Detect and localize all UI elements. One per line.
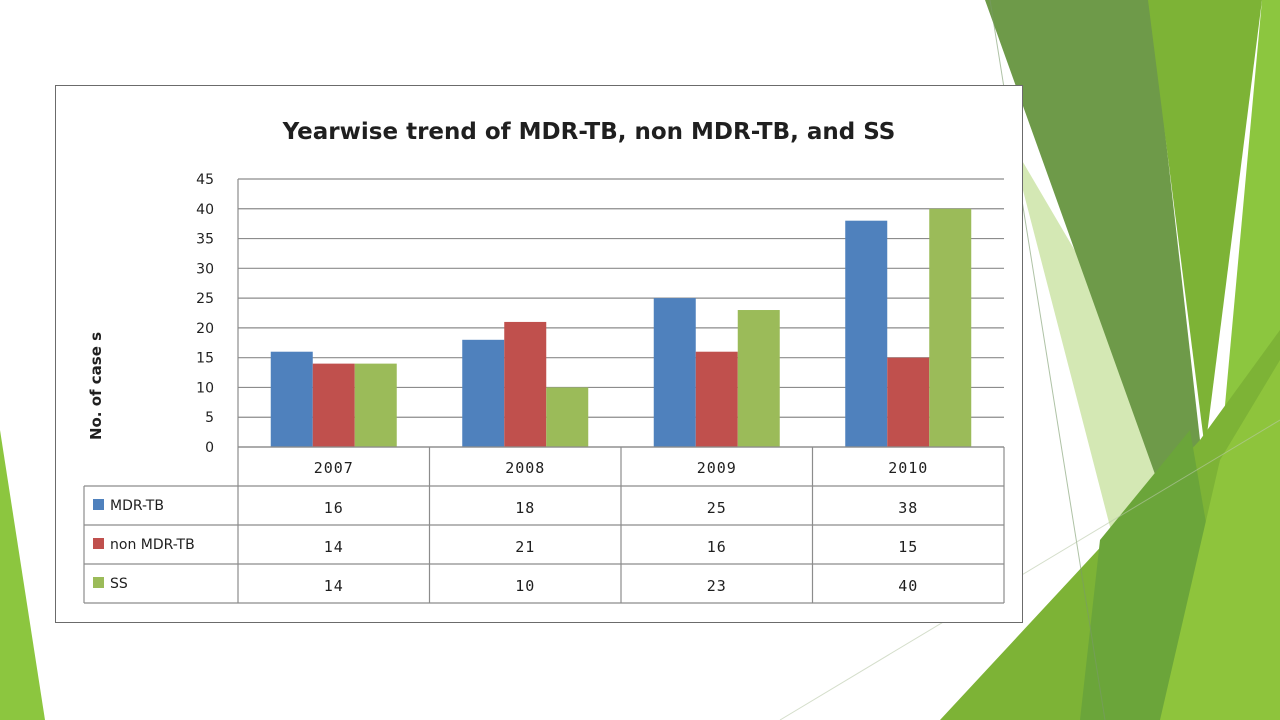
legend-swatch — [93, 577, 104, 588]
data-label: 25 — [707, 499, 727, 517]
x-tick-label: 2007 — [314, 459, 354, 477]
x-tick-label: 2010 — [888, 459, 928, 477]
x-tick-label: 2008 — [505, 459, 545, 477]
bar-mdr-tb-2009 — [653, 298, 696, 447]
legend-label: non MDR-TB — [110, 537, 195, 553]
bar-mdr-tb-2008 — [462, 339, 505, 447]
bar-ss-2009 — [737, 310, 780, 447]
y-tick-label: 0 — [205, 440, 214, 456]
decor-thin-line — [779, 419, 1280, 720]
data-label: 21 — [515, 538, 535, 556]
data-label: 10 — [515, 577, 535, 595]
chart-frame: Yearwise trend of MDR-TB, non MDR-TB, an… — [55, 85, 1023, 623]
data-label: 16 — [324, 499, 344, 517]
data-label: 16 — [707, 538, 727, 556]
y-tick-label: 20 — [196, 321, 214, 337]
decor-bottom-green-bright — [1160, 360, 1280, 720]
y-axis-label: No. of case s — [87, 332, 105, 440]
data-label: 18 — [515, 499, 535, 517]
y-tick-labels: 0 5 10 15 20 25 30 35 40 45 — [196, 172, 214, 456]
bar-non-mdr-tb-2010 — [887, 357, 930, 447]
x-tick-label: 2009 — [697, 459, 737, 477]
bar-ss-2007 — [354, 363, 397, 447]
decor-dark-green-panel — [985, 0, 1200, 530]
decor-left-green-sliver — [0, 430, 45, 720]
y-tick-label: 5 — [205, 410, 214, 426]
decor-mid-green-panel — [1148, 0, 1262, 450]
chart-svg: Yearwise trend of MDR-TB, non MDR-TB, an… — [83, 119, 1005, 604]
bar-non-mdr-tb-2008 — [504, 321, 547, 447]
y-tick-label: 25 — [196, 291, 214, 307]
bar-non-mdr-tb-2007 — [312, 363, 355, 447]
y-tick-label: 15 — [196, 351, 214, 367]
y-tick-label: 40 — [196, 202, 214, 218]
y-tick-label: 35 — [196, 232, 214, 248]
data-label: 15 — [898, 538, 918, 556]
bar-ss-2008 — [546, 387, 589, 447]
data-label: 23 — [707, 577, 727, 595]
bar-ss-2010 — [929, 208, 972, 447]
y-tick-label: 30 — [196, 261, 214, 277]
chart-title: Yearwise trend of MDR-TB, non MDR-TB, an… — [282, 119, 896, 145]
bar-mdr-tb-2007 — [270, 351, 313, 447]
data-table: 2007 2008 2009 2010 MDR-TB 16 18 25 38 non MDR-TB… — [83, 446, 1005, 604]
data-label: 14 — [324, 538, 344, 556]
bars — [270, 208, 972, 447]
bar-non-mdr-tb-2009 — [695, 351, 738, 447]
bar-mdr-tb-2010 — [845, 220, 888, 447]
y-tick-label: 10 — [196, 380, 214, 396]
data-label: 14 — [324, 577, 344, 595]
legend-label: SS — [110, 576, 128, 592]
legend-swatch — [93, 499, 104, 510]
legend-label: MDR-TB — [110, 498, 164, 514]
decor-right-green-strip — [1220, 0, 1280, 460]
legend-swatch — [93, 538, 104, 549]
data-label: 40 — [898, 577, 918, 595]
y-tick-label: 45 — [196, 172, 214, 188]
data-label: 38 — [898, 499, 918, 517]
